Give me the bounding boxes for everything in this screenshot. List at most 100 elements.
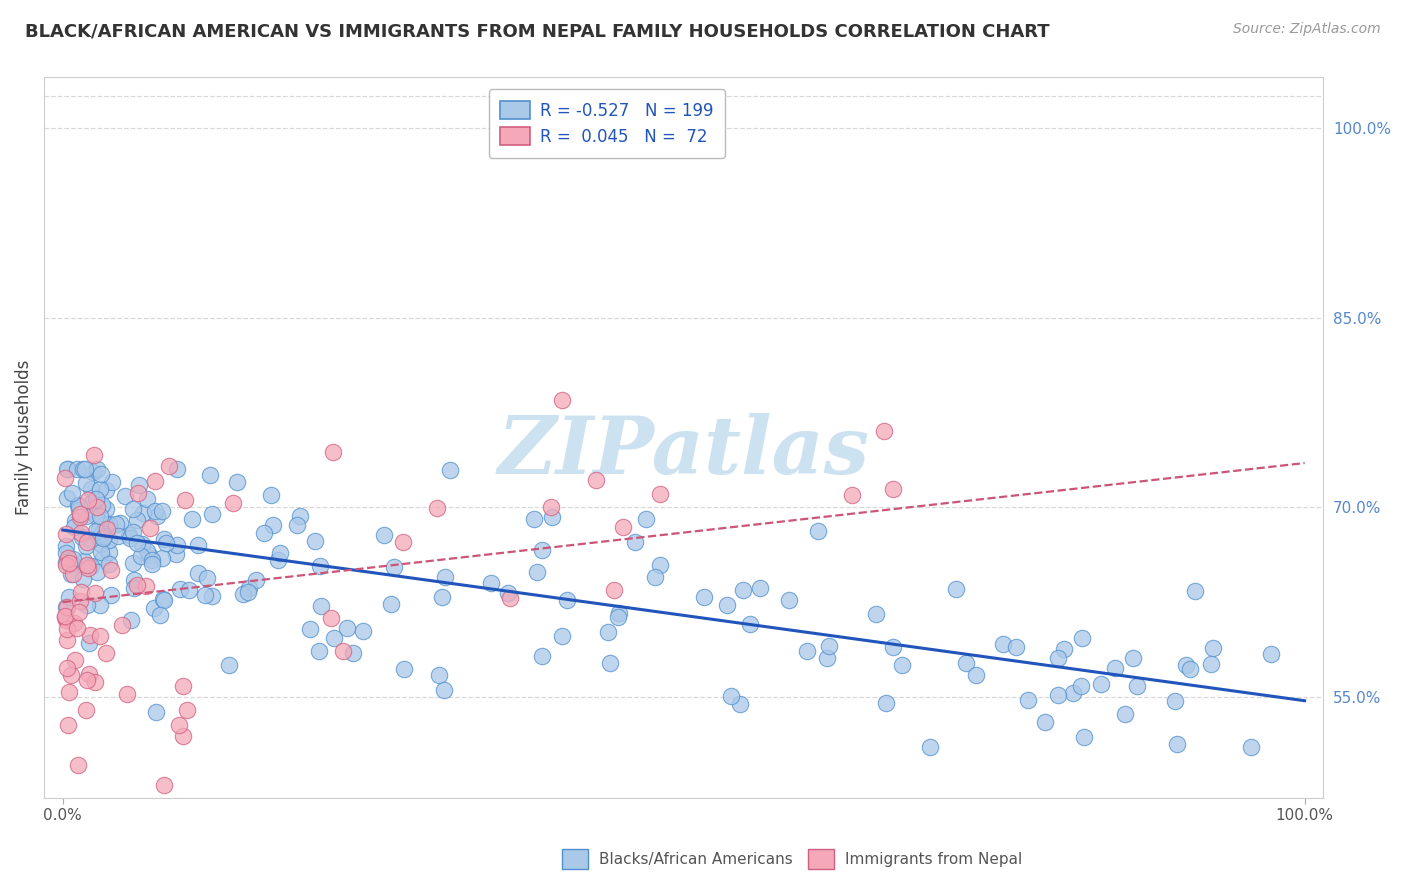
Point bbox=[91, 531, 114, 545]
Point bbox=[56, 491, 79, 506]
Point bbox=[965, 667, 987, 681]
Point bbox=[75, 703, 97, 717]
Text: ZIPatlas: ZIPatlas bbox=[498, 413, 870, 491]
Point bbox=[80, 559, 103, 574]
Point bbox=[72, 572, 94, 586]
Point bbox=[128, 478, 150, 492]
Point bbox=[262, 518, 284, 533]
Point bbox=[141, 553, 163, 567]
Point bbox=[86, 565, 108, 579]
Point bbox=[93, 517, 115, 532]
Point bbox=[607, 606, 630, 620]
Point bbox=[195, 571, 218, 585]
Point bbox=[138, 521, 160, 535]
Point bbox=[540, 500, 562, 514]
Point bbox=[173, 679, 195, 693]
Point bbox=[62, 567, 84, 582]
Point bbox=[1260, 647, 1282, 661]
Point bbox=[1046, 651, 1069, 665]
Point bbox=[138, 549, 160, 563]
Point bbox=[198, 467, 221, 482]
Point bbox=[873, 425, 896, 439]
Point bbox=[135, 578, 157, 592]
Point bbox=[201, 589, 224, 603]
Point bbox=[155, 536, 177, 550]
Point bbox=[716, 598, 738, 612]
Point bbox=[433, 683, 456, 698]
Legend: R = -0.527   N = 199, R =  0.045   N =  72: R = -0.527 N = 199, R = 0.045 N = 72 bbox=[488, 89, 725, 158]
Point bbox=[94, 646, 117, 660]
Point bbox=[166, 462, 188, 476]
Point bbox=[336, 621, 359, 635]
Point bbox=[89, 483, 111, 497]
Point bbox=[439, 463, 461, 477]
Point bbox=[77, 666, 100, 681]
Point bbox=[122, 573, 145, 587]
Point bbox=[152, 779, 174, 793]
Point bbox=[1070, 679, 1092, 693]
Point bbox=[693, 590, 716, 604]
Point bbox=[1004, 640, 1026, 654]
Point bbox=[91, 526, 114, 541]
Point bbox=[332, 643, 354, 657]
Point bbox=[173, 492, 195, 507]
Point bbox=[526, 565, 548, 579]
Point bbox=[56, 622, 79, 636]
Point bbox=[187, 538, 209, 552]
Point bbox=[77, 561, 100, 575]
Point bbox=[807, 524, 830, 538]
Point bbox=[650, 486, 672, 500]
Point bbox=[309, 599, 332, 613]
Point bbox=[882, 640, 904, 654]
Point bbox=[644, 569, 666, 583]
Point bbox=[1033, 714, 1056, 729]
Point bbox=[67, 499, 90, 513]
Point bbox=[91, 551, 114, 566]
Point bbox=[882, 482, 904, 496]
Point bbox=[728, 697, 751, 711]
Point bbox=[382, 559, 405, 574]
Point bbox=[238, 584, 260, 599]
Point bbox=[434, 570, 457, 584]
Point bbox=[66, 499, 89, 513]
Point bbox=[172, 729, 194, 743]
Point bbox=[177, 582, 200, 597]
Point bbox=[55, 558, 77, 572]
Point bbox=[135, 492, 157, 507]
Point bbox=[125, 536, 148, 550]
Point bbox=[111, 617, 134, 632]
Point bbox=[122, 524, 145, 539]
Point bbox=[70, 526, 93, 541]
Point bbox=[118, 531, 141, 545]
Point bbox=[125, 513, 148, 527]
Point bbox=[165, 548, 187, 562]
Point bbox=[129, 549, 152, 563]
Point bbox=[76, 535, 98, 549]
Point bbox=[551, 392, 574, 407]
Point bbox=[531, 543, 554, 558]
Point bbox=[72, 462, 94, 476]
Point bbox=[66, 621, 89, 635]
Point bbox=[479, 576, 502, 591]
Point bbox=[67, 758, 90, 772]
Point bbox=[499, 591, 522, 605]
Point bbox=[121, 502, 143, 516]
Point bbox=[253, 526, 276, 541]
Point bbox=[298, 622, 321, 636]
Point bbox=[392, 661, 415, 675]
Point bbox=[73, 462, 96, 476]
Point bbox=[67, 503, 90, 517]
Point bbox=[225, 475, 247, 490]
Point bbox=[176, 703, 198, 717]
Point bbox=[150, 504, 173, 518]
Point bbox=[97, 558, 120, 572]
Text: BLACK/AFRICAN AMERICAN VS IMMIGRANTS FROM NEPAL FAMILY HOUSEHOLDS CORRELATION CH: BLACK/AFRICAN AMERICAN VS IMMIGRANTS FRO… bbox=[25, 22, 1050, 40]
Point bbox=[308, 644, 330, 658]
Point bbox=[60, 485, 83, 500]
Point bbox=[181, 512, 204, 526]
Point bbox=[607, 610, 630, 624]
Point bbox=[84, 492, 107, 507]
Point bbox=[1052, 641, 1074, 656]
Point bbox=[79, 628, 101, 642]
Point bbox=[80, 483, 103, 497]
